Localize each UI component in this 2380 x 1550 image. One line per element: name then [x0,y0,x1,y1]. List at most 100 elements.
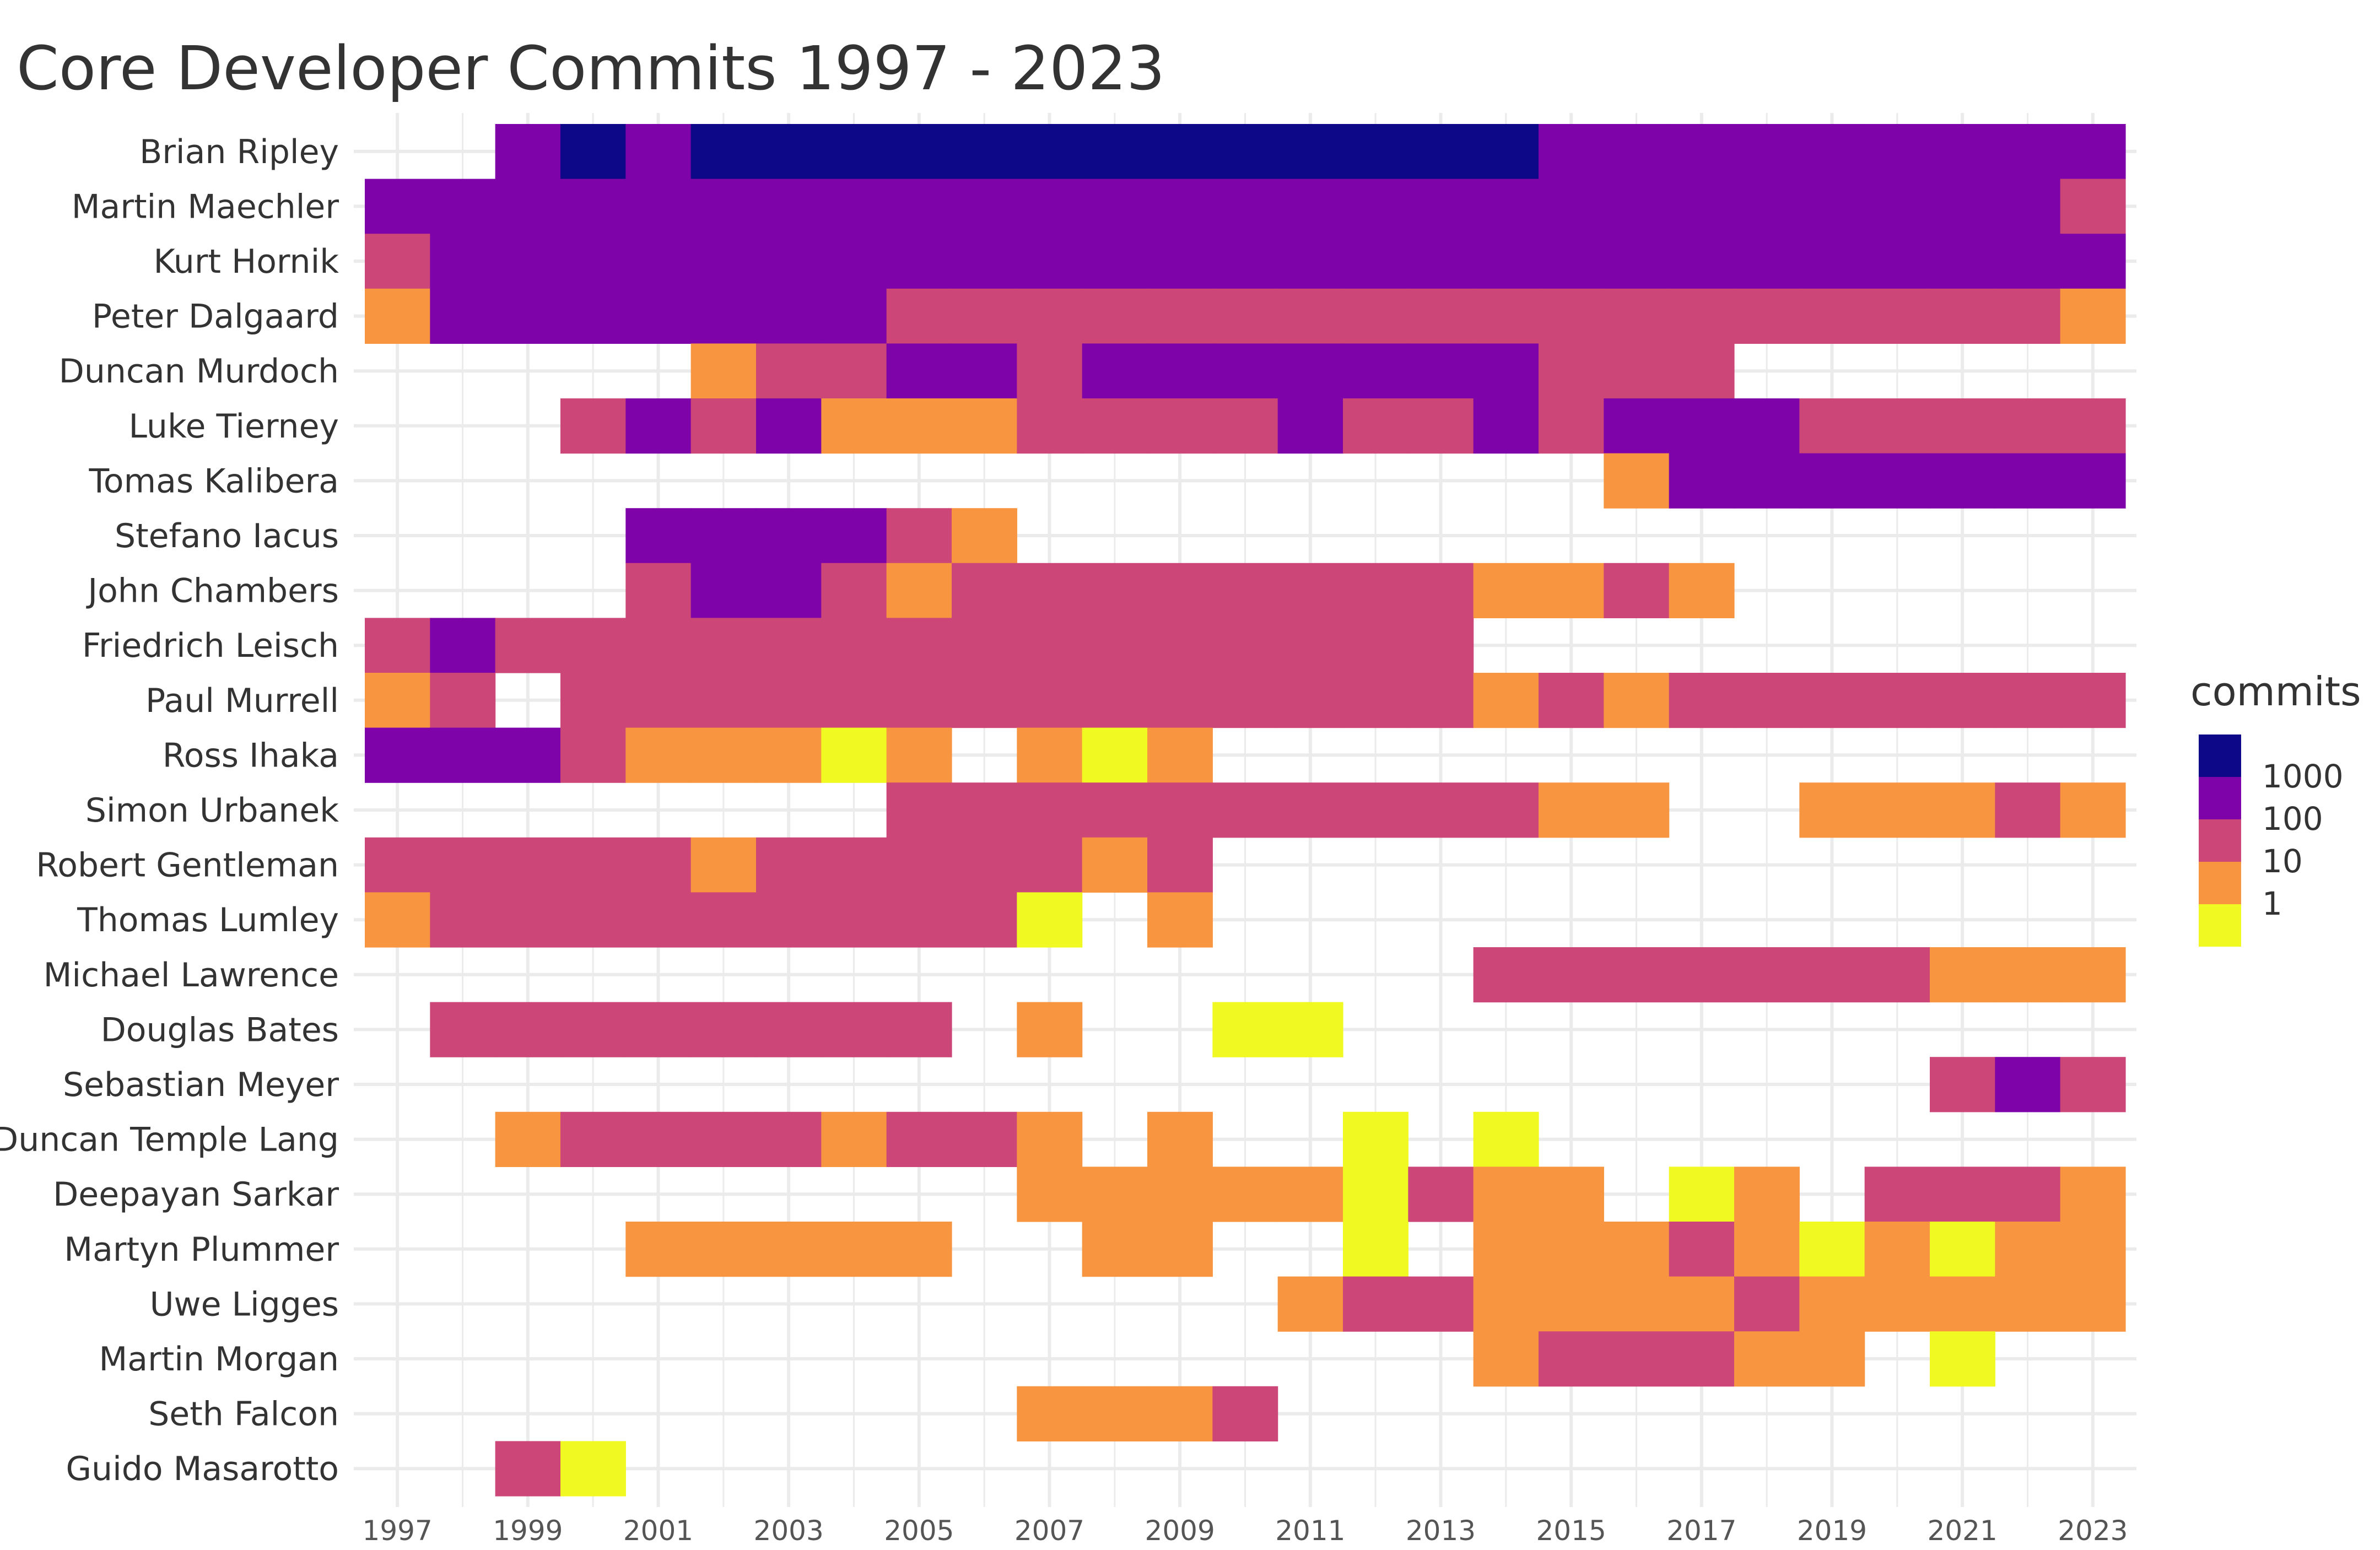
tile-simon-urbanek-2009 [1147,782,1213,838]
tile-martyn-plummer-2001 [625,1222,692,1277]
x-tick-label-1999: 1999 [493,1515,563,1547]
tile-kurt-hornik-2009 [1147,234,1213,289]
tile-robert-gentleman-2003 [756,837,822,893]
tile-peter-dalgaard-2005 [886,288,952,344]
tile-duncan-temple-lang-2002 [690,1111,757,1167]
tile-martyn-plummer-2021 [1930,1222,1995,1277]
legend-key-lt1 [2199,904,2241,947]
row-label-ross-ihaka: Ross Ihaka [163,736,339,775]
tile-duncan-temple-lang-2009 [1147,1111,1213,1167]
tile-duncan-murdoch-2017 [1669,343,1735,399]
tile-douglas-bates-2007 [1017,1002,1083,1057]
tile-kurt-hornik-2008 [1082,234,1148,289]
tile-john-chambers-2006 [952,563,1017,618]
tile-martin-maechler-2017 [1669,179,1735,234]
tile-duncan-temple-lang-2005 [886,1111,952,1167]
tile-simon-urbanek-2022 [1995,782,2061,838]
tile-uwe-ligges-2016 [1604,1276,1670,1332]
tile-brian-ripley-2003 [756,124,822,180]
row-label-guido-masarotto: Guido Masarotto [66,1450,339,1488]
tile-robert-gentleman-2000 [560,837,626,893]
tile-john-chambers-2014 [1473,563,1539,618]
tile-deepayan-sarkar-2011 [1277,1166,1343,1222]
tile-martin-morgan-2018 [1734,1331,1800,1387]
tile-friedrich-leisch-2012 [1343,618,1408,673]
row-label-uwe-ligges: Uwe Ligges [150,1285,339,1324]
tile-ross-ihaka-1999 [495,727,561,783]
tile-john-chambers-2002 [690,563,757,618]
tile-uwe-ligges-2012 [1343,1276,1408,1332]
row-label-douglas-bates: Douglas Bates [101,1011,339,1049]
tile-douglas-bates-2000 [560,1002,626,1057]
tile-paul-murrell-2011 [1277,673,1343,728]
legend: commits 1000 100 10 1 [2190,668,2361,947]
tile-tomas-kalibera-2021 [1930,453,1995,509]
tile-luke-tierney-2006 [952,398,1017,454]
tile-duncan-murdoch-2005 [886,343,952,399]
tile-thomas-lumley-2001 [625,892,692,948]
tile-uwe-ligges-2020 [1864,1276,1930,1332]
tile-duncan-temple-lang-2007 [1017,1111,1083,1167]
tile-martin-morgan-2021 [1930,1331,1995,1387]
tile-peter-dalgaard-2010 [1212,288,1278,344]
tile-brian-ripley-2011 [1277,124,1343,180]
tile-brian-ripley-2009 [1147,124,1213,180]
tile-martyn-plummer-2019 [1799,1222,1865,1277]
tile-douglas-bates-2001 [625,1002,692,1057]
tile-stefano-iacus-2001 [625,508,692,564]
tile-paul-murrell-2004 [821,673,887,728]
tile-tomas-kalibera-2020 [1864,453,1930,509]
tile-martyn-plummer-2012 [1343,1222,1408,1277]
tile-kurt-hornik-2022 [1995,234,2061,289]
tile-friedrich-leisch-2006 [952,618,1017,673]
tile-peter-dalgaard-2020 [1864,288,1930,344]
x-tick-label-2005: 2005 [884,1515,954,1547]
tile-paul-murrell-1997 [365,673,430,728]
row-label-stefano-iacus: Stefano Iacus [115,517,339,555]
row-label-michael-lawrence: Michael Lawrence [44,956,339,995]
tile-duncan-murdoch-2010 [1212,343,1278,399]
tile-douglas-bates-2010 [1212,1002,1278,1057]
tile-friedrich-leisch-2009 [1147,618,1213,673]
tile-brian-ripley-2005 [886,124,952,180]
tile-peter-dalgaard-2000 [560,288,626,344]
tile-duncan-murdoch-2012 [1343,343,1408,399]
tile-martin-morgan-2015 [1539,1331,1604,1387]
tile-robert-gentleman-2006 [952,837,1017,893]
tile-robert-gentleman-1999 [495,837,561,893]
tile-sebastian-meyer-2023 [2060,1057,2126,1112]
tile-martin-morgan-2014 [1473,1331,1539,1387]
tile-douglas-bates-2011 [1277,1002,1343,1057]
tile-martin-morgan-2017 [1669,1331,1735,1387]
tile-peter-dalgaard-2019 [1799,288,1865,344]
tile-robert-gentleman-2009 [1147,837,1213,893]
tile-luke-tierney-2019 [1799,398,1865,454]
tile-paul-murrell-2021 [1930,673,1995,728]
tile-martin-maechler-2013 [1408,179,1474,234]
tile-simon-urbanek-2015 [1539,782,1604,838]
tile-friedrich-leisch-2005 [886,618,952,673]
tile-paul-murrell-2012 [1343,673,1408,728]
tile-deepayan-sarkar-2008 [1082,1166,1148,1222]
tile-duncan-temple-lang-1999 [495,1111,561,1167]
tile-thomas-lumley-2005 [886,892,952,948]
tile-martin-maechler-2011 [1277,179,1343,234]
tile-thomas-lumley-2002 [690,892,757,948]
tile-duncan-murdoch-2003 [756,343,822,399]
tile-robert-gentleman-2002 [690,837,757,893]
tile-kurt-hornik-2018 [1734,234,1800,289]
tile-ross-ihaka-1997 [365,727,430,783]
tile-simon-urbanek-2006 [952,782,1017,838]
tile-john-chambers-2007 [1017,563,1083,618]
tile-deepayan-sarkar-2018 [1734,1166,1800,1222]
tile-martin-maechler-2018 [1734,179,1800,234]
tile-deepayan-sarkar-2015 [1539,1166,1604,1222]
tile-simon-urbanek-2023 [2060,782,2126,838]
tile-ross-ihaka-2000 [560,727,626,783]
tile-guido-masarotto-2000 [560,1441,626,1497]
tile-simon-urbanek-2019 [1799,782,1865,838]
tile-douglas-bates-2005 [886,1002,952,1057]
row-label-simon-urbanek: Simon Urbanek [85,791,339,830]
tile-paul-murrell-2003 [756,673,822,728]
tile-peter-dalgaard-2003 [756,288,822,344]
